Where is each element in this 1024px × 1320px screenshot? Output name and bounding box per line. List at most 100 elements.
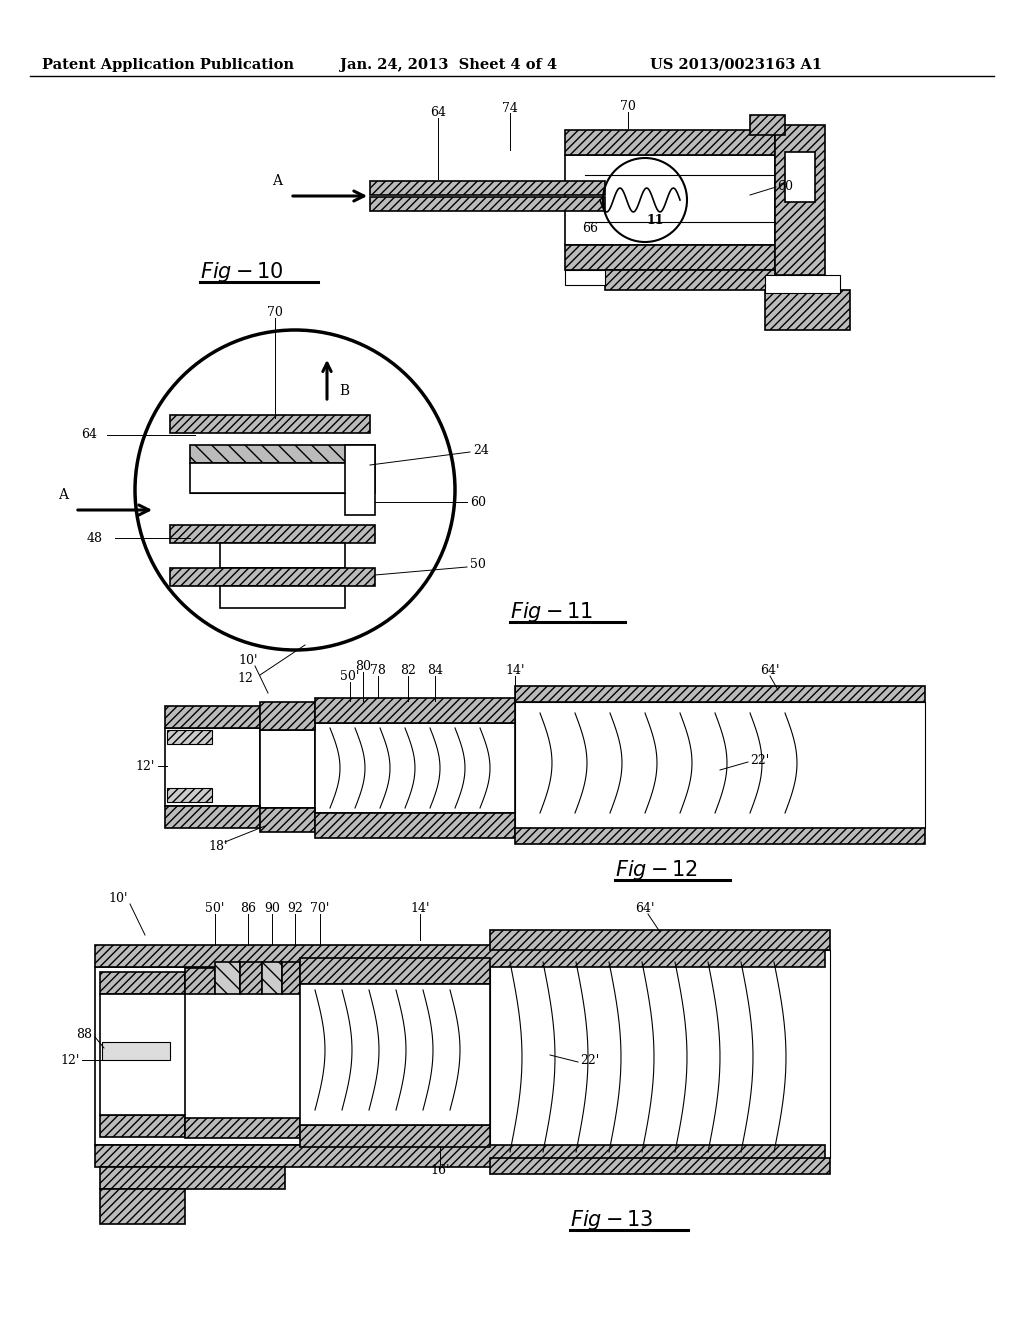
Text: 50': 50' [206,902,224,915]
Bar [300,1125,490,1147]
Bar [165,729,260,807]
Bar [315,698,515,723]
Text: B: B [339,384,349,399]
Text: 12: 12 [238,672,253,685]
Text: 70': 70' [310,902,330,915]
Text: $\mathit{Fig-13}$: $\mathit{Fig-13}$ [570,1208,653,1232]
Text: 10': 10' [239,653,258,667]
Text: $\mathit{Fig-11}$: $\mathit{Fig-11}$ [510,601,593,624]
Bar [185,968,215,994]
Text: 66: 66 [582,222,598,235]
Text: A: A [272,174,282,187]
Bar [260,808,315,832]
Text: $\mathit{Fig-12}$: $\mathit{Fig-12}$ [615,858,698,882]
Bar [750,115,785,135]
Text: US 2013/0023163 A1: US 2013/0023163 A1 [650,58,822,73]
Text: 22': 22' [580,1053,599,1067]
Bar [262,962,282,994]
Text: $\mathit{Fig-10}$: $\mathit{Fig-10}$ [200,260,284,284]
Text: 64: 64 [81,429,97,441]
Text: 64': 64' [760,664,779,676]
Text: 82: 82 [400,664,416,676]
Text: 92: 92 [287,902,303,915]
Bar [370,181,605,195]
Bar [515,828,925,843]
Text: 14': 14' [505,664,524,676]
Bar [220,543,345,568]
Bar [490,1158,830,1173]
Bar [765,290,850,330]
Bar [167,788,212,803]
Bar [260,702,315,730]
Bar [240,962,262,994]
Bar [185,1118,300,1138]
Bar [165,807,260,828]
Text: 16': 16' [430,1163,450,1176]
Bar [95,945,825,968]
Text: 50: 50 [470,558,485,572]
Bar [315,813,515,838]
Bar [565,154,775,246]
Bar [167,730,212,744]
Bar [170,525,375,543]
Text: 78: 78 [370,664,386,676]
Text: 14': 14' [411,902,430,915]
Text: 24: 24 [473,444,488,457]
Text: 60: 60 [777,181,793,194]
Text: 18': 18' [208,840,227,853]
Text: 64: 64 [430,107,446,120]
Text: 74: 74 [502,102,518,115]
Text: 64': 64' [635,902,654,915]
Bar [605,271,775,290]
Bar [170,414,370,433]
Bar [282,962,300,994]
Bar [775,125,825,275]
Bar [565,271,605,285]
Text: 10': 10' [109,891,128,904]
Text: Patent Application Publication: Patent Application Publication [42,58,294,73]
Bar [345,445,375,515]
Bar [95,968,825,1144]
Bar [785,152,815,202]
Bar [190,445,375,463]
Text: 70: 70 [621,100,636,114]
Text: 88: 88 [76,1028,92,1041]
Bar [315,723,515,813]
Bar [515,686,925,702]
Bar [100,1115,185,1137]
Text: 12': 12' [135,759,155,772]
Bar [220,586,345,609]
Text: 48: 48 [87,532,103,544]
Text: 84: 84 [427,664,443,676]
Text: Jan. 24, 2013  Sheet 4 of 4: Jan. 24, 2013 Sheet 4 of 4 [340,58,557,73]
Bar [490,931,830,950]
Bar [100,1167,285,1189]
Text: 86: 86 [240,902,256,915]
Bar [300,983,490,1125]
Bar [300,958,490,983]
Text: 90: 90 [264,902,280,915]
Bar [565,246,775,271]
Bar [260,730,315,808]
Bar [100,1189,185,1224]
Text: 12': 12' [60,1053,80,1067]
Text: 11: 11 [646,214,664,227]
Bar [515,702,925,828]
Bar [490,950,830,1158]
Bar [170,568,375,586]
Bar [102,1041,170,1060]
Bar [215,962,240,994]
Bar [370,197,605,211]
Bar [100,972,185,994]
Text: 70: 70 [267,305,283,318]
Text: A: A [58,488,68,502]
Text: 60: 60 [470,495,486,508]
Text: 50': 50' [340,669,359,682]
Bar [190,463,375,492]
Bar [100,994,185,1115]
Bar [165,706,260,729]
Bar [565,129,775,154]
Text: 22': 22' [750,754,769,767]
Bar [765,275,840,293]
Bar [95,1144,825,1167]
